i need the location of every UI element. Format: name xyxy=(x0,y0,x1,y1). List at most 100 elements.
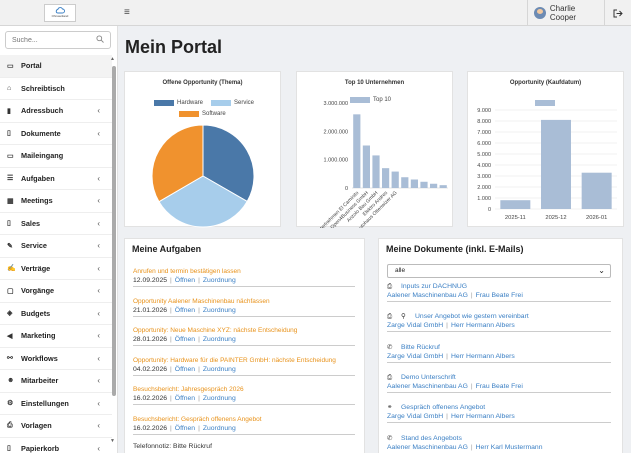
sidebar-item-adressbuch[interactable]: ▮ Adressbuch ‹ xyxy=(0,100,112,123)
legend-item[interactable]: Hardware xyxy=(154,100,203,106)
bar[interactable] xyxy=(382,168,390,188)
task-open-link[interactable]: Öffnen xyxy=(174,336,196,343)
chevron-left-icon: ‹ xyxy=(97,263,100,273)
task-title[interactable]: Opportunity: Hardware für die PAINTER Gm… xyxy=(133,356,336,364)
sidebar-item-workflows[interactable]: ⚯ Workflows ‹ xyxy=(0,348,112,370)
logout-button[interactable] xyxy=(604,0,631,26)
legend-item[interactable]: Service xyxy=(211,100,254,106)
task-open-link[interactable]: Öffnen xyxy=(174,277,196,284)
sidebar-item-label: Vorgänge xyxy=(21,286,55,296)
document-title-link[interactable]: Bitte Rückruf xyxy=(401,343,440,351)
megaphone-icon: ◀ xyxy=(7,332,13,340)
bar[interactable] xyxy=(362,145,370,189)
sidebar-item-meetings[interactable]: ▦ Meetings ‹ xyxy=(0,190,112,213)
bar[interactable] xyxy=(410,179,418,189)
task-item: Opportunity: Neue Maschine XYZ: nächste … xyxy=(133,326,355,346)
sidebar-item-portal[interactable]: ▭ Portal xyxy=(0,55,112,78)
chevron-left-icon: ‹ xyxy=(97,421,100,430)
bar[interactable] xyxy=(500,200,531,209)
x-tick-label: 2025-11 xyxy=(505,215,526,221)
bar[interactable] xyxy=(439,185,447,188)
document-title-link[interactable]: Inputs zur DACHNUG xyxy=(401,283,468,290)
task-title[interactable]: Telefonnotiz: Bitte Rückruf xyxy=(133,443,212,450)
task-assign-link[interactable]: Zuordnung xyxy=(202,424,236,432)
document-title-link[interactable]: Demo Unterschrift xyxy=(401,373,456,381)
task-title[interactable]: Besuchsbericht: Jahresgespräch 2026 xyxy=(133,386,244,393)
menu-toggle-icon[interactable]: ≡ xyxy=(124,7,130,18)
sidebar-item-dokumente[interactable]: ▯ Dokumente ‹ xyxy=(0,123,112,145)
task-open-link[interactable]: Öffnen xyxy=(174,395,196,402)
pie-slice-hardware[interactable] xyxy=(202,124,255,203)
document-company-link[interactable]: Aalener Maschinenbau AG xyxy=(387,292,468,299)
bar[interactable] xyxy=(401,177,409,188)
sidebar-item-vorlagen[interactable]: ⎙ Vorlagen ‹ xyxy=(0,415,112,438)
search-input[interactable] xyxy=(5,31,111,49)
sidebar-item-maileingang[interactable]: ▭ Maileingang xyxy=(0,145,112,168)
document-company-link[interactable]: Zarge Vidal GmbH xyxy=(387,413,444,421)
document-person-link[interactable]: Frau Beate Frei xyxy=(475,292,523,299)
task-open-link[interactable]: Öffnen xyxy=(174,365,196,373)
pie-slice-software[interactable] xyxy=(151,124,204,203)
document-company-link[interactable]: Aalener Maschinenbau AG xyxy=(387,443,468,451)
sidebar-item-einstellungen[interactable]: ⚙ Einstellungen ‹ xyxy=(0,393,112,415)
document-item: ⚭ Gespräch offenens Angebot Zarge Vidal Gm… xyxy=(387,403,611,424)
document-title-link[interactable]: Gespräch offenens Angebot xyxy=(401,404,486,412)
task-assign-link[interactable]: Zuordnung xyxy=(202,395,236,402)
bar[interactable] xyxy=(430,183,438,188)
task-open-link[interactable]: Öffnen xyxy=(174,306,196,314)
sidebar-scrollbar[interactable] xyxy=(112,66,116,396)
document-person-link[interactable]: Herr Hermann Albers xyxy=(450,352,515,360)
task-title[interactable]: Opportunity: Neue Maschine XYZ: nächste … xyxy=(133,327,298,334)
legend-item[interactable]: Top 10 xyxy=(350,97,391,103)
scroll-up-icon[interactable]: ▲ xyxy=(110,56,115,62)
bar[interactable] xyxy=(372,155,380,188)
scroll-down-icon[interactable]: ▼ xyxy=(110,438,115,444)
task-assign-link[interactable]: Zuordnung xyxy=(202,336,236,343)
document-company-link[interactable]: Aalener Maschinenbau AG xyxy=(387,382,468,390)
sidebar-item-mitarbeiter[interactable]: ☻ Mitarbeiter ‹ xyxy=(0,370,112,393)
document-company-link[interactable]: Zarge Vidal GmbH xyxy=(387,322,444,330)
task-title[interactable]: Opportunity Aalener Maschinenbau nächfas… xyxy=(133,297,270,305)
task-assign-link[interactable]: Zuordnung xyxy=(202,306,236,314)
document-title-link[interactable]: Stand des Angebots xyxy=(401,434,462,442)
sidebar-item-papierkorb[interactable]: ▯ Papierkorb ‹ xyxy=(0,438,112,453)
sidebar-item-verträge[interactable]: ✍ Verträge ‹ xyxy=(0,258,112,280)
search-icon[interactable] xyxy=(96,35,104,43)
bar[interactable] xyxy=(353,114,361,188)
bar[interactable] xyxy=(420,181,428,188)
chart-card-top10: Top 10 Unternehmen Top 10 3.000.000 2.000… xyxy=(296,71,453,228)
bar[interactable] xyxy=(391,171,399,188)
pie-slice-service[interactable] xyxy=(158,175,248,228)
document-filter-select[interactable]: alle ⌄ xyxy=(387,264,611,278)
tasks-title: Meine Aufgaben xyxy=(132,244,202,254)
sidebar-item-aufgaben[interactable]: ☰ Aufgaben ‹ xyxy=(0,168,112,190)
sidebar-item-vorgänge[interactable]: ▢ Vorgänge ‹ xyxy=(0,280,112,303)
sidebar-item-label: Marketing xyxy=(21,331,56,341)
sidebar-item-sales[interactable]: ▯ Sales ‹ xyxy=(0,213,112,235)
sidebar-item-schreibtisch[interactable]: ⌂ Schreibtisch xyxy=(0,78,112,100)
legend-swatch[interactable] xyxy=(535,100,555,106)
chevron-left-icon: ‹ xyxy=(97,331,100,340)
document-title-link[interactable]: Unser Angebot wie gestern vereinbart xyxy=(415,313,529,321)
legend-item[interactable]: Software xyxy=(179,111,226,117)
document-company-link[interactable]: Zarge Vidal GmbH xyxy=(387,352,444,360)
phone-icon: ✆ xyxy=(387,343,393,351)
task-assign-link[interactable]: Zuordnung xyxy=(202,277,236,284)
sidebar-item-label: Aufgaben xyxy=(21,173,55,183)
app-logo[interactable]: Ohnweitland xyxy=(44,4,76,22)
document-person-link[interactable]: Frau Beate Frei xyxy=(475,382,523,390)
document-person-link[interactable]: Herr Karl Mustermann xyxy=(475,443,543,451)
task-assign-link[interactable]: Zuordnung xyxy=(202,365,236,373)
task-title[interactable]: Besuchsbericht: Gespräch offenens Angebo… xyxy=(133,415,262,423)
sidebar-item-service[interactable]: ✎ Service ‹ xyxy=(0,235,112,258)
user-menu[interactable]: Charlie Cooper xyxy=(527,0,603,26)
bar[interactable] xyxy=(541,119,571,209)
sidebar-item-budgets[interactable]: ◈ Budgets ‹ xyxy=(0,303,112,325)
sidebar-item-marketing[interactable]: ◀ Marketing ‹ xyxy=(0,325,112,348)
document-person-link[interactable]: Herr Hermann Albers xyxy=(450,322,515,330)
document-person-link[interactable]: Herr Hermann Albers xyxy=(450,413,515,421)
contract-icon: ✍ xyxy=(7,265,16,273)
task-title[interactable]: Anrufen und termin bestätigen lassen xyxy=(133,268,241,275)
bar[interactable] xyxy=(581,172,612,209)
task-open-link[interactable]: Öffnen xyxy=(174,424,196,432)
